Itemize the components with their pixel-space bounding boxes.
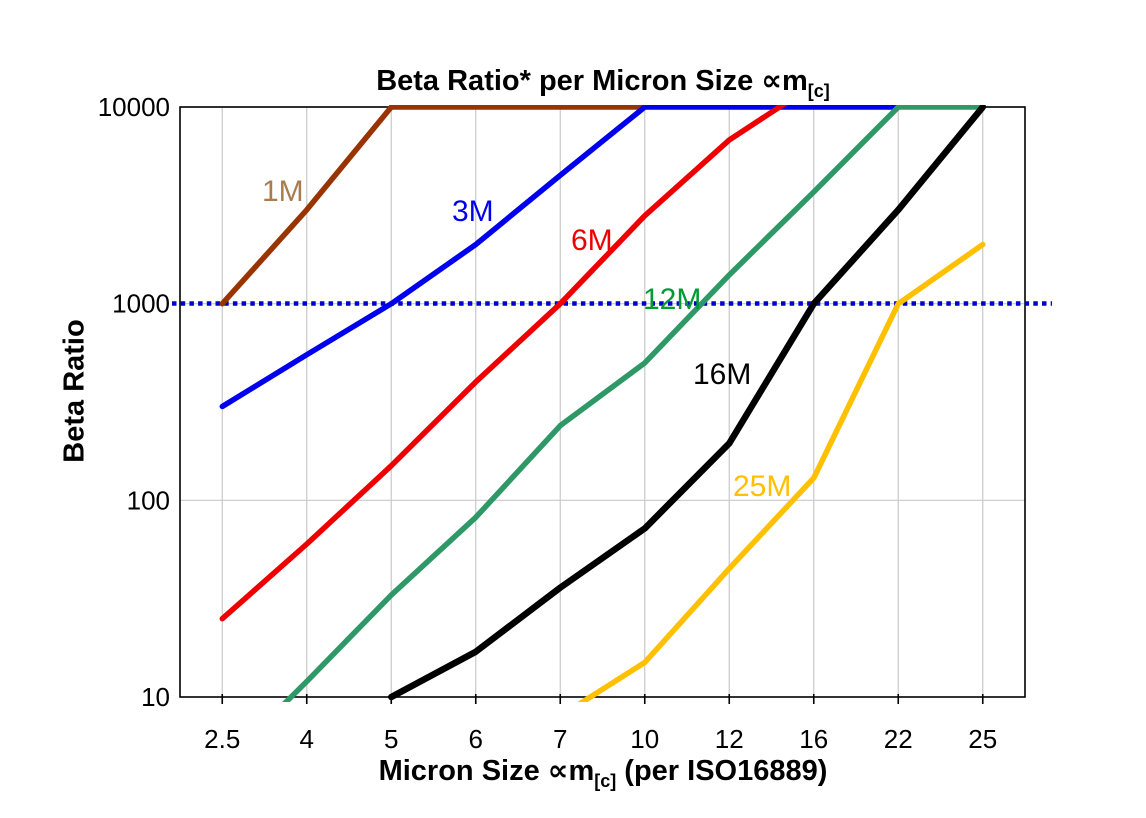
x-tick-label-25: 25 <box>968 724 997 754</box>
y-axis-title: Beta Ratio <box>58 319 91 463</box>
series-line-16M <box>388 105 987 701</box>
x-axis-title-suffix: (per ISO16889) <box>616 755 828 787</box>
x-tick-label-4: 4 <box>300 724 314 754</box>
series-line-12M <box>282 105 986 702</box>
series-label-6M: 6M <box>571 224 613 257</box>
y-tick-label-100: 100 <box>127 485 170 515</box>
series-label-3M: 3M <box>452 195 494 228</box>
series-line-6M <box>219 105 788 622</box>
y-tick-label-1000: 1000 <box>112 289 170 319</box>
y-tick-label-10: 10 <box>141 682 170 712</box>
chart-title-prop: ∝m <box>761 65 808 97</box>
x-tick-label-7: 7 <box>553 724 567 754</box>
x-tick-label-22: 22 <box>884 724 913 754</box>
y-tick-label-10000: 10000 <box>98 92 170 122</box>
chart-title-main: Beta Ratio* per Micron Size <box>376 65 762 97</box>
x-tick-label-16: 16 <box>799 724 828 754</box>
x-axis-title-subscript: [c] <box>594 771 617 791</box>
series-label-16M: 16M <box>693 358 751 391</box>
chart-title-subscript: [c] <box>807 81 830 101</box>
series-layer <box>219 105 987 702</box>
series-label-12M: 12M <box>643 283 701 316</box>
x-tick-label-12: 12 <box>715 724 744 754</box>
series-line-25M <box>577 241 986 702</box>
x-axis-title: Micron Size ∝m[c] (per ISO16889) <box>60 753 1146 791</box>
x-tick-label-2.5: 2.5 <box>204 724 240 754</box>
series-label-1M: 1M <box>262 175 304 208</box>
series-label-25M: 25M <box>733 470 791 503</box>
x-axis-title-main: Micron Size <box>378 755 548 787</box>
x-tick-label-10: 10 <box>630 724 659 754</box>
x-tick-label-5: 5 <box>384 724 398 754</box>
series-line-1M <box>219 105 648 307</box>
series-line-3M <box>219 105 902 410</box>
x-axis-title-prop: ∝m <box>547 755 595 787</box>
chart-title: Beta Ratio* per Micron Size ∝m[c] <box>60 63 1146 101</box>
x-tick-label-6: 6 <box>469 724 483 754</box>
